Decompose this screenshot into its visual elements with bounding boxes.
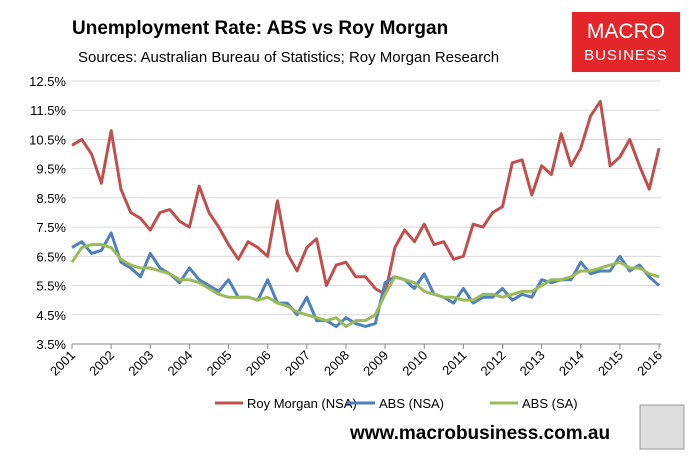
x-tick-label: 2012: [478, 348, 509, 379]
x-tick-label: 2008: [321, 348, 352, 379]
y-tick-label: 4.5%: [36, 308, 66, 323]
x-tick-label: 2011: [439, 348, 469, 378]
logo-text: MACRO: [587, 20, 665, 43]
logo-icon: [639, 404, 685, 450]
legend-label: ABS (SA): [522, 396, 578, 411]
y-tick-label: 8.5%: [36, 191, 66, 206]
y-tick-label: 9.5%: [36, 162, 66, 177]
x-tick-label: 2016: [634, 348, 665, 379]
y-tick-label: 7.5%: [36, 220, 66, 235]
y-tick-label: 10.5%: [29, 132, 66, 147]
x-tick-label: 2014: [556, 348, 587, 379]
x-tick-label: 2005: [204, 348, 235, 379]
x-tick-label: 2015: [595, 348, 626, 379]
y-tick-label: 5.5%: [36, 279, 66, 294]
y-tick-label: 3.5%: [36, 337, 66, 352]
x-tick-label: 2007: [282, 348, 313, 379]
x-tick-label: 2013: [517, 348, 548, 379]
x-tick-label: 2004: [164, 348, 195, 379]
y-tick-label: 12.5%: [29, 74, 66, 89]
x-tick-label: 2009: [360, 348, 391, 379]
x-tick-label: 2010: [399, 348, 430, 379]
x-tick-label: 2003: [125, 348, 156, 379]
x-tick-label: 2001: [47, 348, 78, 379]
series-line: [70, 243, 660, 328]
x-tick-label: 2002: [86, 348, 117, 379]
series-line: [71, 231, 661, 328]
x-tick-label: 2006: [243, 348, 274, 379]
chart-subtitle: Sources: Australian Bureau of Statistics…: [78, 49, 499, 66]
chart-title: Unemployment Rate: ABS vs Roy Morgan: [72, 18, 448, 39]
y-tick-label: 6.5%: [36, 249, 66, 264]
legend-label: ABS (NSA): [379, 396, 444, 411]
y-tick-label: 11.5%: [30, 103, 66, 118]
logo-text: BUSINESS: [584, 47, 668, 64]
logo-box: [572, 12, 680, 72]
series-line: [71, 99, 661, 296]
website: www.macrobusiness.com.au: [349, 423, 610, 444]
legend-label: Roy Morgan (NSA): [247, 396, 357, 411]
